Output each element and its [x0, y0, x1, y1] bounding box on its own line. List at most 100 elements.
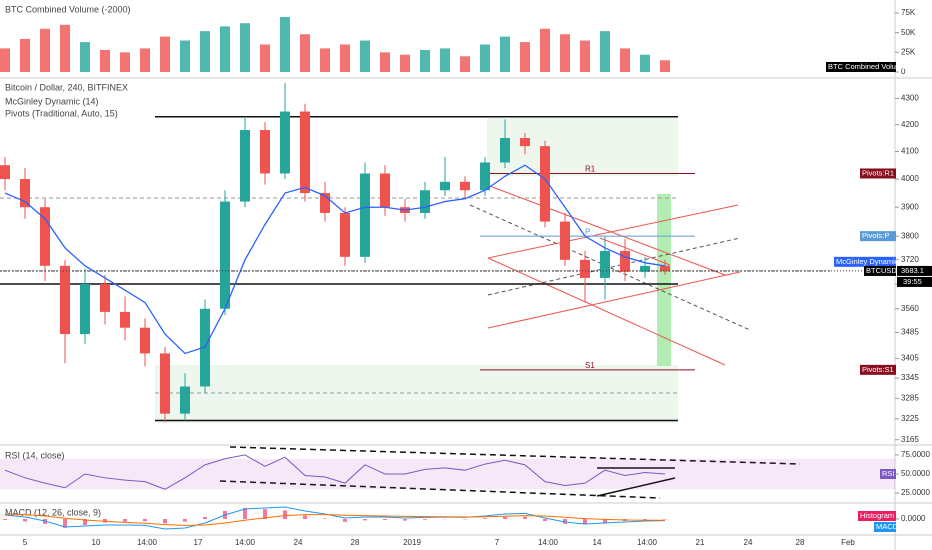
histogram-bar	[643, 519, 647, 520]
histogram-bar	[3, 519, 7, 520]
volume-bar	[120, 52, 130, 72]
price-tag-label: Pivots:P	[862, 231, 890, 240]
candle-body	[300, 111, 310, 194]
histogram-bar	[83, 519, 87, 525]
y-tick-label: 50K	[901, 28, 916, 37]
histogram-bar	[403, 519, 407, 521]
histogram-bar	[603, 519, 607, 523]
candle-body	[480, 162, 490, 191]
candle-body	[620, 250, 630, 272]
histogram-bar	[23, 519, 27, 522]
candle-body	[560, 221, 570, 260]
x-tick-label: 14:00	[637, 538, 658, 547]
y-tick-label: 3405	[901, 353, 919, 362]
candle-body	[140, 327, 150, 354]
histogram-bar	[63, 519, 67, 528]
volume-bar	[560, 34, 570, 72]
candle-body	[320, 193, 330, 213]
volume-bar	[320, 48, 330, 72]
price-tag-label: BTC Combined Volume	[828, 62, 906, 71]
volume-bar	[140, 48, 150, 72]
pivot-label: P	[585, 227, 590, 236]
candle-body	[280, 111, 290, 174]
candle-body	[660, 265, 670, 271]
histogram-bar	[143, 519, 147, 522]
x-tick-label: 14	[593, 538, 602, 547]
candle-body	[600, 250, 610, 278]
candle-body	[640, 265, 650, 272]
histogram-bar	[263, 509, 267, 519]
volume-bar	[520, 42, 530, 72]
volume-bar	[240, 23, 250, 72]
volume-bar	[460, 56, 470, 72]
macd-line	[4, 506, 666, 530]
range-box	[155, 365, 678, 423]
price-tag	[834, 256, 896, 267]
volume-bar	[220, 26, 230, 72]
candle-body	[160, 353, 170, 414]
x-tick-label: 14:00	[538, 538, 559, 547]
histogram-bar	[103, 519, 107, 523]
countdown-label: 39:55	[903, 277, 922, 286]
rsi-trendlines	[219, 446, 801, 499]
histogram-bar	[363, 519, 367, 521]
histogram-bar	[203, 517, 207, 519]
volume-bar	[280, 16, 290, 72]
price-tag-label: BTCUSD	[866, 266, 897, 275]
candle-body	[580, 259, 590, 278]
candle-body	[20, 179, 30, 208]
candle-body	[520, 138, 530, 147]
candle-body	[100, 284, 110, 312]
candle-body	[220, 201, 230, 309]
indicator-legend: Pivots (Traditional, Auto, 15)	[5, 108, 118, 118]
price-tag-label: Histogram	[860, 511, 894, 520]
y-tick-label: 4000	[901, 174, 919, 183]
last-price-box	[897, 265, 932, 276]
histogram-bar	[303, 515, 307, 519]
price-title: Bitcoin / Dollar, 240, BITFINEX	[5, 82, 128, 92]
volume-bar	[420, 49, 430, 72]
volume-bar	[380, 52, 390, 72]
price-tag	[864, 265, 896, 276]
price-tag	[860, 168, 896, 179]
candle-body	[0, 165, 10, 180]
x-tick-label: 21	[696, 538, 705, 547]
y-tick-label: 3560	[901, 304, 919, 313]
volume-bar	[160, 36, 170, 72]
price-tag-label: Pivots:R1	[862, 168, 894, 177]
volume-bar	[580, 40, 590, 72]
y-tick-label: 3285	[901, 393, 919, 402]
volume-bar	[360, 40, 370, 72]
histogram-bar	[183, 519, 187, 522]
volume-bar	[660, 60, 670, 72]
price-tag-label: MACD	[876, 522, 899, 531]
candle-body	[80, 284, 90, 335]
volume-bar	[200, 31, 210, 72]
histogram-bar	[543, 519, 547, 521]
volume-bar	[600, 31, 610, 72]
candle-body	[260, 130, 270, 174]
candle-body	[120, 311, 130, 328]
volume-bar	[80, 42, 90, 72]
rsi-title: RSI (14, close)	[5, 450, 65, 460]
candle-body	[40, 207, 50, 266]
candle-body	[380, 173, 390, 208]
candle-body	[360, 173, 370, 257]
volume-bar	[400, 54, 410, 72]
y-tick-label: 25.0000	[901, 488, 930, 497]
histogram-bar	[583, 519, 587, 525]
x-tick-label: 10	[92, 538, 101, 547]
price-tag	[860, 364, 896, 375]
pivot-label: R1	[585, 165, 596, 174]
y-tick-label: 4300	[901, 94, 919, 103]
y-tick-label: 3720	[901, 255, 919, 264]
y-tick-label: 4100	[901, 147, 919, 156]
price-tag-label: RSI	[882, 469, 895, 478]
candle-body	[500, 138, 510, 163]
volume-bar	[500, 36, 510, 72]
x-tick-label: 5	[23, 538, 28, 547]
indicator-line	[4, 164, 666, 355]
volume-title: BTC Combined Volume (-2000)	[5, 4, 131, 14]
